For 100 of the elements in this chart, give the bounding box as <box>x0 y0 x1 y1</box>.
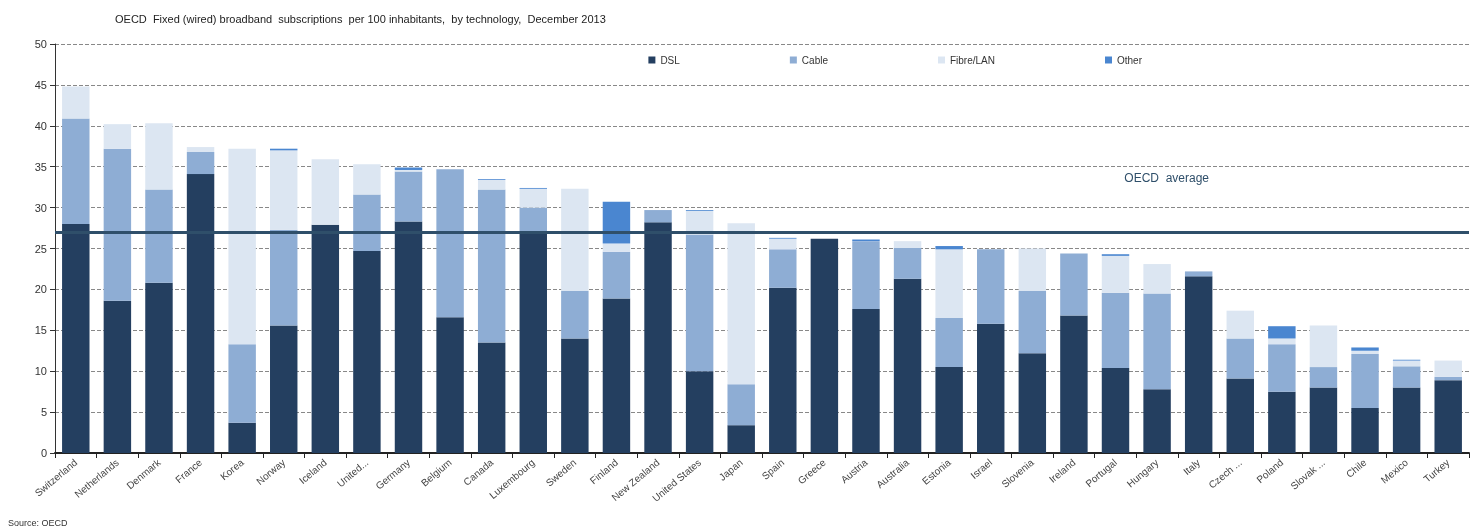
bar <box>1143 264 1171 294</box>
bar <box>1309 367 1338 388</box>
bar <box>436 169 464 318</box>
bar <box>1018 248 1047 292</box>
bar <box>769 287 797 453</box>
source-note: Source: OECD <box>8 517 69 528</box>
bar <box>1351 354 1379 409</box>
bar <box>353 194 381 251</box>
bar <box>893 278 922 453</box>
bar <box>436 317 464 453</box>
x-tick-label: Italy <box>1181 456 1203 478</box>
bar <box>685 371 714 453</box>
bar <box>1434 360 1462 377</box>
bar <box>1101 367 1130 453</box>
bar <box>1226 378 1254 453</box>
bar <box>228 422 256 453</box>
legend-label: Fibre/LAN <box>949 54 995 66</box>
bar <box>1351 408 1379 453</box>
bar <box>186 174 215 453</box>
bar <box>1392 366 1421 388</box>
chart-title: OECD Fixed (wired) broadband subscriptions per 100 inhabitants, by technology, December 2013 <box>115 12 606 25</box>
bar <box>1309 387 1338 453</box>
y-tick-label: 40 <box>34 119 47 132</box>
y-tick-label: 15 <box>34 324 47 337</box>
bar <box>644 222 672 453</box>
bar <box>1392 387 1421 453</box>
bar <box>311 224 340 453</box>
bar <box>145 282 173 453</box>
bar <box>228 344 256 423</box>
y-tick-label: 25 <box>34 242 47 255</box>
bar <box>477 189 506 343</box>
bar <box>1268 338 1296 345</box>
bar <box>852 241 880 310</box>
bar <box>228 148 256 345</box>
bar <box>270 325 298 453</box>
legend-label: DSL <box>660 54 681 66</box>
bar <box>1226 310 1254 339</box>
bar <box>477 179 506 190</box>
bar <box>1268 391 1296 453</box>
bar <box>561 188 589 292</box>
bar <box>769 249 797 288</box>
bar <box>1268 344 1296 392</box>
bar <box>1101 292 1130 368</box>
bar <box>935 318 963 368</box>
bar <box>1184 271 1213 277</box>
bar <box>852 309 880 453</box>
bar <box>1268 326 1296 339</box>
bar <box>311 159 340 225</box>
bar <box>353 164 381 195</box>
bar <box>769 238 797 250</box>
y-tick-label: 35 <box>34 160 47 173</box>
bar <box>561 338 589 453</box>
bar <box>977 249 1005 324</box>
bar <box>270 229 298 326</box>
y-tick-label: 5 <box>40 406 47 419</box>
bar <box>935 367 963 453</box>
y-tick-label: 45 <box>34 78 47 91</box>
bar <box>1060 315 1088 453</box>
y-tick-label: 50 <box>34 38 47 50</box>
bar <box>186 147 215 152</box>
bar <box>186 151 215 175</box>
bar <box>62 86 90 119</box>
bar <box>1184 276 1213 453</box>
bar <box>519 232 547 453</box>
bar <box>893 247 922 279</box>
bar <box>727 384 755 426</box>
bar <box>103 124 132 149</box>
bar <box>1018 291 1047 354</box>
y-tick-label: 20 <box>34 283 47 296</box>
y-tick-label: 10 <box>34 365 47 378</box>
bar <box>1309 325 1338 368</box>
bar <box>519 188 547 208</box>
bar <box>1226 338 1254 379</box>
bar <box>602 298 631 453</box>
bar <box>1434 380 1462 453</box>
bar <box>1101 255 1130 293</box>
bar <box>145 189 173 283</box>
bar <box>477 342 506 453</box>
bar <box>685 234 714 372</box>
bar <box>1143 293 1171 390</box>
bar <box>561 291 589 339</box>
bar <box>893 241 922 248</box>
bar <box>1018 353 1047 453</box>
bar <box>644 210 672 223</box>
bar <box>353 250 381 453</box>
y-tick-label: 0 <box>40 447 47 459</box>
bar <box>810 238 839 453</box>
bar <box>1060 253 1088 316</box>
bar <box>145 123 173 190</box>
bar <box>62 223 90 453</box>
bar <box>62 118 90 224</box>
bar <box>394 221 423 453</box>
bar <box>602 243 631 252</box>
bar <box>935 249 963 319</box>
bar <box>1143 389 1171 453</box>
bar <box>1434 376 1462 381</box>
bar <box>727 425 755 453</box>
ref-line-label: OECD average <box>1124 171 1210 186</box>
x-tick-label: Chile <box>1344 456 1369 480</box>
bar <box>935 246 963 250</box>
